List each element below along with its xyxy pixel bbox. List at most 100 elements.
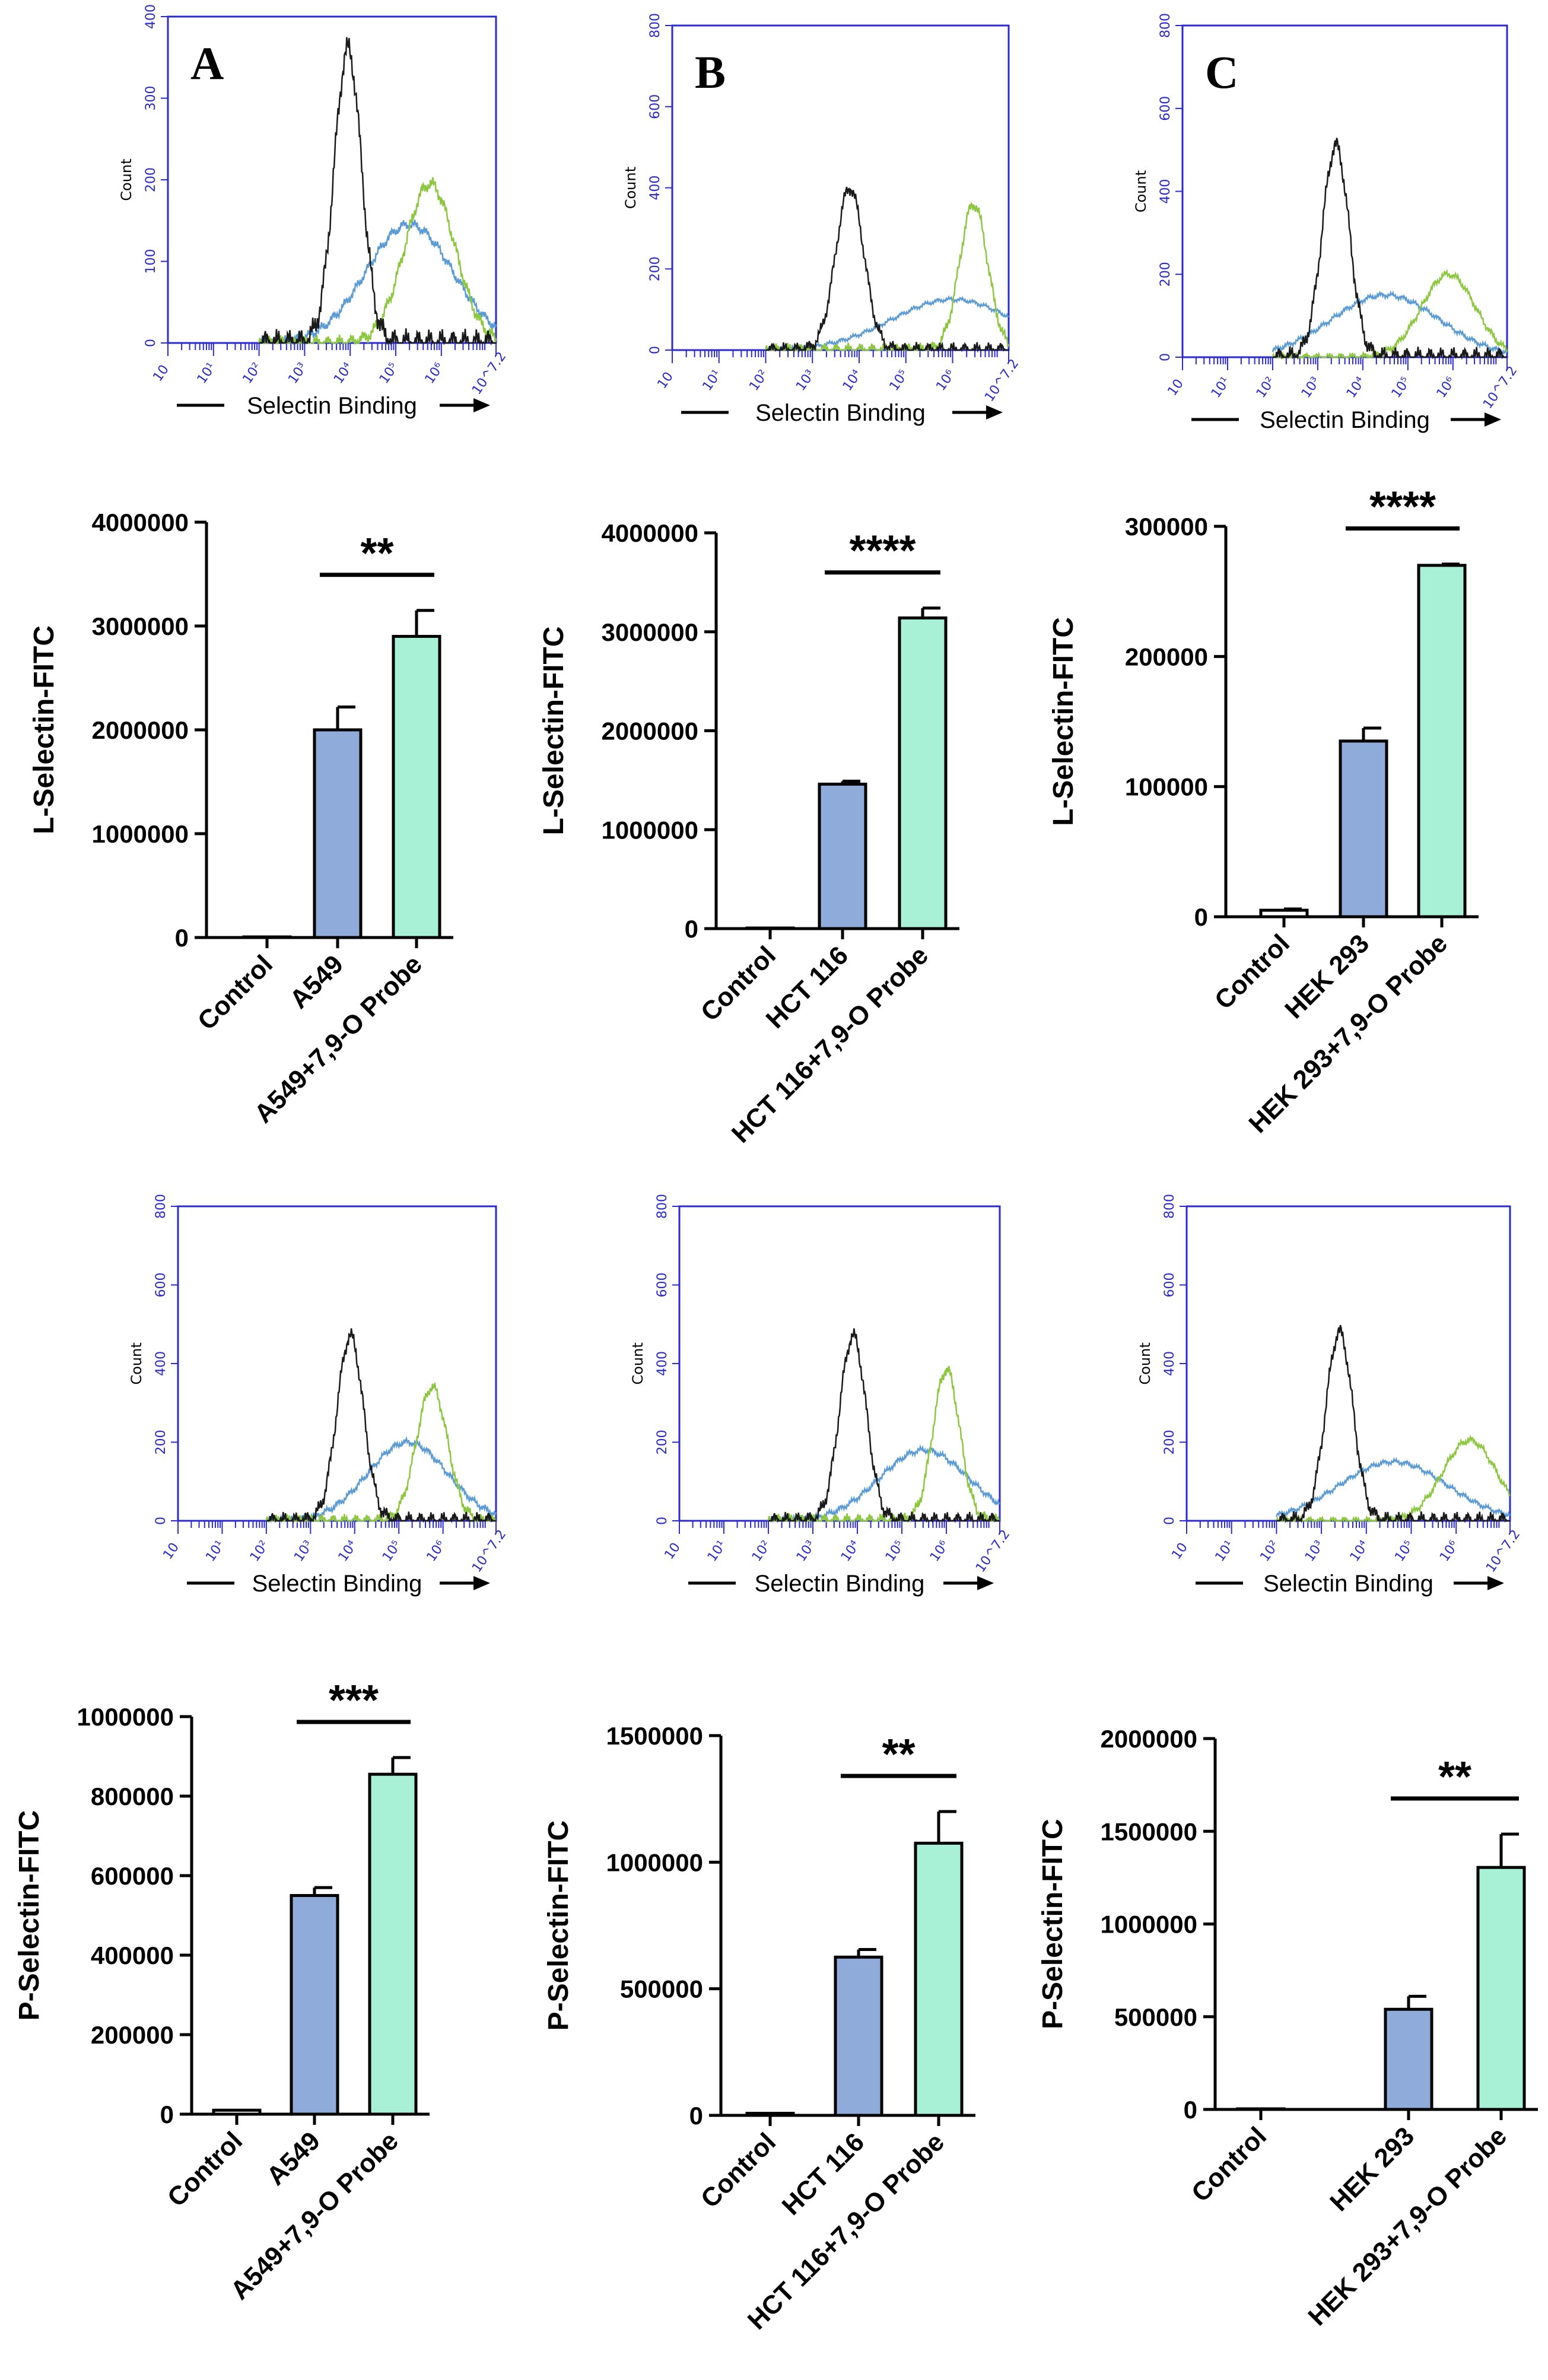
probe-bar	[1417, 564, 1467, 919]
x-tick-label: 10¹	[1213, 1538, 1238, 1565]
sample-bar	[313, 728, 363, 939]
bar-chart: 0 1000000 2000000 3000000 4000000 L-Selectin-…	[538, 519, 959, 1149]
y-tick-label: 0	[160, 2101, 174, 2128]
x-tick-label: 10⁴	[1344, 374, 1369, 401]
axis-arrow-head	[473, 1576, 490, 1590]
y-axis-label: Count	[118, 158, 135, 201]
y-tick-label: 2000000	[91, 716, 189, 744]
histogram-panel: 0 100 200 300 400 Count 10 10¹ 10² 10³ 10⁴ 10⁵ 10⁶ 10…	[118, 4, 509, 419]
bar-chart: 0100000200000300000L-Selectin-FITCContro…	[1048, 484, 1479, 1139]
y-tick-label: 0	[655, 1517, 670, 1525]
y-tick-label: 0	[1184, 2096, 1197, 2124]
y-tick-label: 1500000	[1100, 1817, 1197, 1845]
x-tick-label: 10⁶	[1434, 374, 1459, 401]
x-tick-label: 10⁵	[887, 367, 912, 394]
y-tick-label: 800	[154, 1194, 169, 1219]
y-tick-label: 0	[689, 2102, 703, 2130]
y-tick-label: 800	[655, 1194, 670, 1219]
histogram-frame	[678, 1205, 1001, 1522]
y-tick-label: 600	[1158, 96, 1173, 121]
histogram-panel: 0 200 400 600 800 Count 10 10¹ 10² 10³ 10⁴ 10⁵ 10⁶ 10…	[1133, 13, 1520, 433]
probe-bar	[914, 1841, 964, 2117]
sample-histogram-curve	[765, 295, 1009, 352]
histogram-panel: 0 200 400 600 800 Count 10 10¹ 10² 10³ 10⁴ 10⁵ 10⁶ 10…	[128, 1194, 509, 1597]
y-tick-label: 400	[144, 4, 158, 29]
sample-bar	[834, 1955, 883, 2117]
y-axis-label: Count	[128, 1342, 145, 1384]
y-tick-label: 1000000	[77, 1703, 174, 1731]
probe-histogram-curve	[765, 201, 1010, 352]
histogram-frame	[1185, 1205, 1511, 1522]
y-tick-label: 200	[648, 256, 663, 281]
x-tick-label: 10^7.2	[469, 1527, 509, 1575]
y-tick-label: 600	[648, 94, 663, 119]
significance-stars: **	[1438, 1753, 1471, 1801]
panel-letter: B	[695, 46, 726, 98]
y-tick-label: 100000	[1125, 773, 1208, 801]
x-tick-label: 10	[662, 1540, 684, 1562]
x-tick-label: 10	[160, 1540, 182, 1562]
y-axis-label: L-Selectin-FITC	[1048, 617, 1079, 826]
y-tick-label: 0	[1194, 903, 1208, 931]
x-axis-label: Selectin Binding	[252, 1571, 422, 1597]
x-tick-label: 10²	[1257, 1538, 1282, 1565]
histogram-panel: 0 200 400 600 800 Count 10 10¹ 10² 10³ 10⁴ 10⁵ 10⁶ 10…	[630, 1194, 1013, 1597]
x-tick-label: 10	[150, 363, 172, 385]
bar-chart: 0 500000 1000000 1500000 P-Selectin-FITC Cont…	[543, 1722, 975, 2335]
panel-letter: A	[190, 37, 224, 89]
y-tick-label: 500000	[1114, 2003, 1197, 2031]
y-tick-label: 0	[175, 924, 189, 952]
y-axis-label: L-Selectin-FITC	[28, 625, 60, 834]
probe-bar	[368, 1772, 418, 2116]
x-tick-label: 10³	[794, 1538, 819, 1565]
sample-histogram-curve	[1272, 290, 1508, 355]
x-tick-label: 10⁵	[883, 1538, 908, 1565]
axis-arrow-head	[1485, 412, 1501, 427]
x-tick-label: 10²	[240, 360, 265, 387]
y-axis-label: P-Selectin-FITC	[1037, 1819, 1069, 2029]
x-tick-label: 10³	[285, 360, 310, 387]
y-tick-label: 0	[154, 1517, 169, 1525]
x-tick-label: 10⁶	[1437, 1538, 1462, 1565]
x-axis-label: Selectin Binding	[1263, 1571, 1433, 1597]
y-tick-label: 1000000	[601, 816, 698, 844]
y-tick-label: 400000	[91, 1942, 174, 1969]
y-tick-label: 200	[1158, 262, 1173, 287]
x-tick-label: 10¹	[1209, 374, 1234, 401]
y-tick-label: 1000000	[91, 820, 189, 848]
x-tick-label: 10⁴	[838, 1538, 863, 1565]
x-tick-label: 10³	[793, 367, 818, 394]
probe-bar	[392, 635, 441, 939]
x-tick-label: 10^7.2	[1480, 364, 1520, 412]
y-tick-label: 3000000	[601, 618, 698, 646]
significance-stars: **	[882, 1731, 915, 1778]
control-histogram-curve	[266, 1328, 496, 1524]
bar-chart: 0 1000000 2000000 3000000 4000000 L-Selectin-…	[28, 509, 453, 1129]
y-tick-label: 600	[154, 1273, 169, 1298]
x-tick-label: 10²	[746, 367, 771, 394]
y-tick-label: 300	[144, 86, 158, 111]
category-label: A549	[261, 2126, 326, 2191]
y-tick-label: 800	[1162, 1194, 1177, 1219]
axis-arrow-head	[986, 405, 1003, 420]
x-axis-label: Selectin Binding	[1260, 407, 1430, 433]
y-tick-label: 400	[1158, 179, 1173, 204]
y-tick-label: 200	[655, 1430, 670, 1455]
x-tick-label: 10	[654, 370, 676, 392]
x-tick-label: 10²	[1254, 374, 1279, 401]
x-tick-label: 10⁴	[336, 1538, 361, 1565]
y-tick-label: 4000000	[91, 509, 189, 536]
sample-bar	[1384, 2007, 1433, 2111]
x-tick-label: 10⁴	[840, 367, 865, 394]
sample-histogram-curve	[1276, 1457, 1511, 1518]
control-histogram-curve	[768, 1328, 1000, 1524]
sample-bar	[290, 1894, 339, 2116]
category-label: A549	[284, 949, 349, 1014]
y-tick-label: 800000	[91, 1782, 174, 1810]
bar-chart: 0 500000 1000000 1500000 2000000 P-Selectin-F…	[1037, 1725, 1538, 2331]
control-histogram-curve	[765, 186, 1009, 353]
x-tick-label: 10³	[291, 1538, 316, 1565]
y-tick-label: 600000	[91, 1862, 174, 1890]
x-tick-label: 10³	[1299, 374, 1324, 401]
probe-bar	[1476, 1866, 1526, 2111]
